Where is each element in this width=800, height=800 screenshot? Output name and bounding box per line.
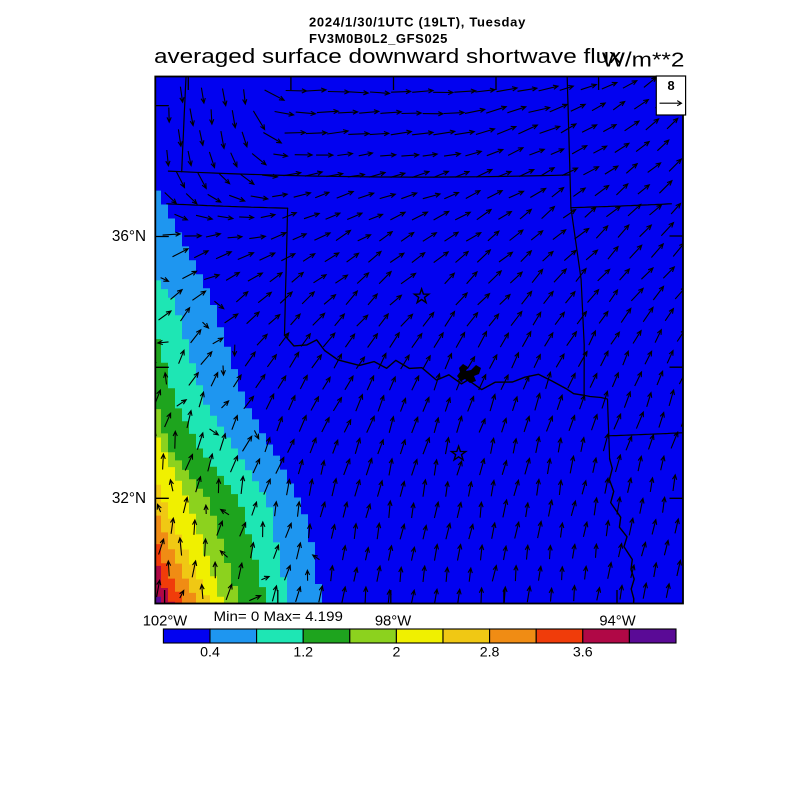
svg-text:W/m**2: W/m**2: [602, 49, 685, 71]
svg-text:averaged surface downward shor: averaged surface downward shortwave flux: [154, 45, 621, 67]
svg-text:2024/1/30/1UTC (19LT), Tuesday: 2024/1/30/1UTC (19LT), Tuesday: [309, 15, 526, 30]
svg-text:FV3M0B0L2_GFS025: FV3M0B0L2_GFS025: [309, 31, 448, 46]
svg-text:0.4: 0.4: [200, 645, 220, 661]
svg-text:3.6: 3.6: [573, 645, 593, 661]
svg-text:36°N: 36°N: [112, 228, 146, 245]
svg-text:94°W: 94°W: [599, 614, 635, 630]
svg-text:32°N: 32°N: [112, 490, 146, 507]
svg-text:2: 2: [392, 645, 400, 661]
svg-text:Min= 0 Max= 4.199: Min= 0 Max= 4.199: [214, 610, 343, 625]
svg-text:1.2: 1.2: [293, 645, 313, 661]
svg-text:98°W: 98°W: [375, 614, 411, 630]
svg-text:102°W: 102°W: [143, 614, 188, 630]
svg-text:2.8: 2.8: [480, 645, 500, 661]
svg-text:8: 8: [667, 78, 674, 93]
